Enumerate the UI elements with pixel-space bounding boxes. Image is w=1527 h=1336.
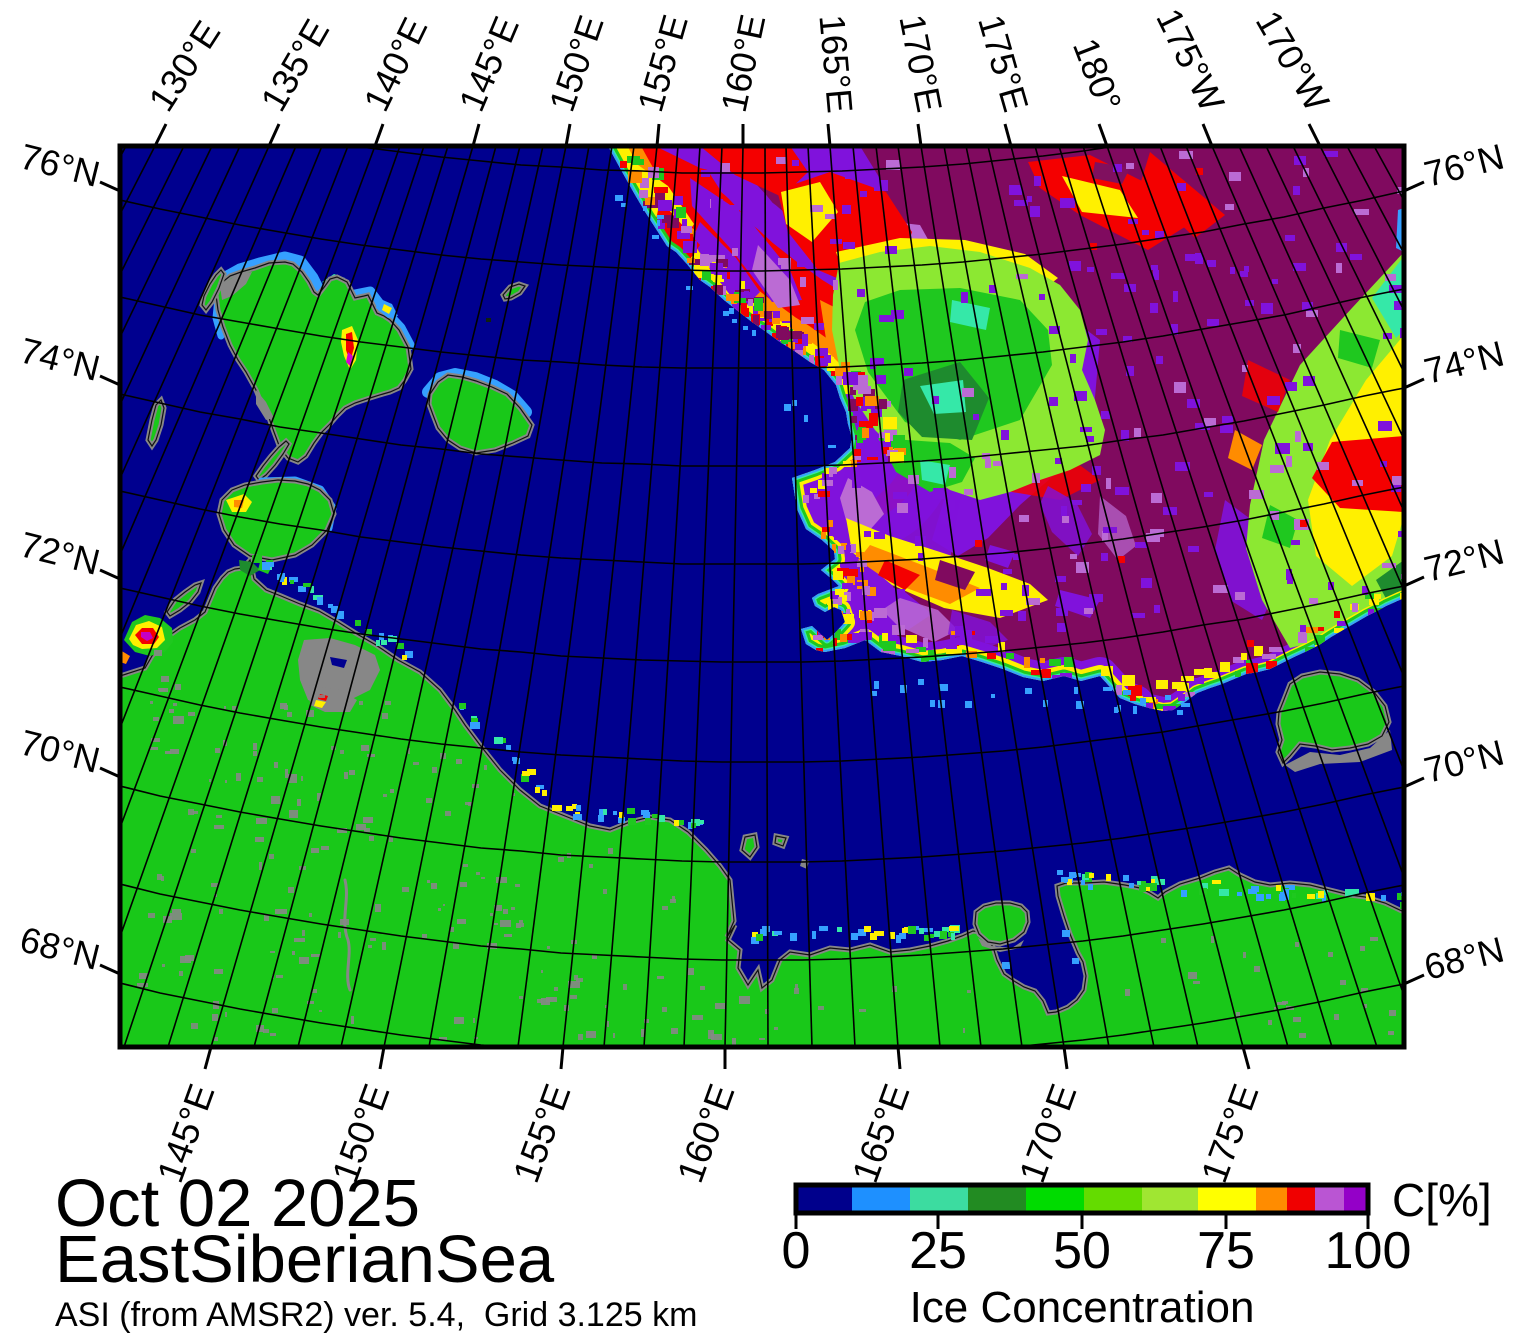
svg-text:25: 25 [909,1222,967,1280]
svg-text:100: 100 [1325,1222,1412,1280]
svg-text:Oct 02 2025: Oct 02 2025 [55,1166,420,1241]
svg-text:50: 50 [1053,1222,1111,1280]
svg-text:165°E: 165°E [811,13,860,115]
svg-text:0: 0 [782,1222,811,1280]
svg-text:C[%]: C[%] [1392,1174,1492,1226]
svg-text:75: 75 [1197,1222,1255,1280]
svg-text:ASI (from AMSR2) ver. 5.4, Gr: ASI (from AMSR2) ver. 5.4, Grid 3.125 km [55,1296,697,1334]
svg-text:EastSiberianSea: EastSiberianSea [55,1222,555,1297]
svg-text:Ice Concentration: Ice Concentration [910,1283,1255,1332]
